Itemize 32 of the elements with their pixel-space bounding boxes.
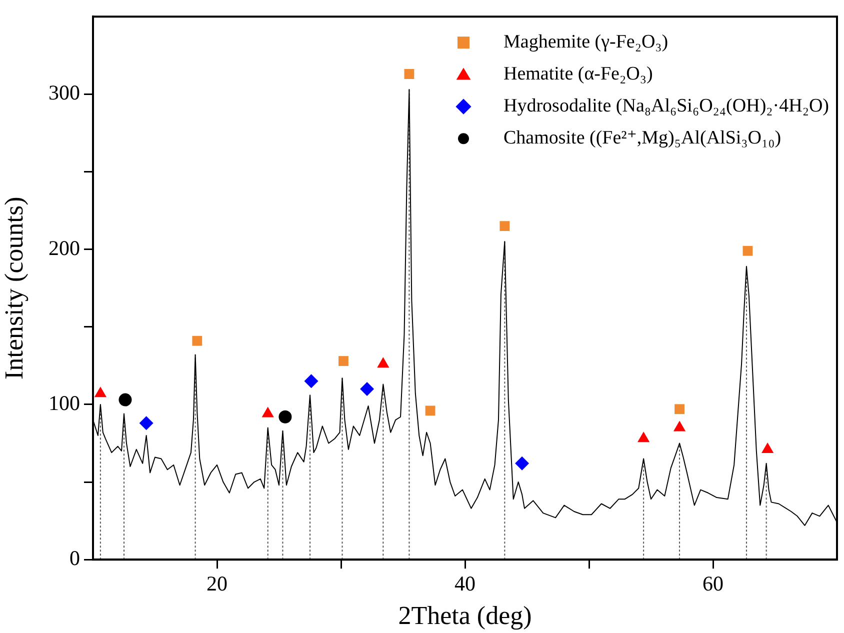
point <box>139 416 154 430</box>
point <box>762 442 774 453</box>
x-tick-label: 20 <box>206 572 228 596</box>
point <box>118 393 132 406</box>
point <box>638 432 650 442</box>
point <box>278 410 292 424</box>
legend-label: Maghemite (γ-Fe₂O₃) <box>503 32 668 53</box>
y-tick-label: 100 <box>48 390 80 415</box>
x-tick-label: 60 <box>702 572 724 596</box>
legend-label: Hematite (α-Fe₂O₃) <box>503 64 653 85</box>
legend-label: Chamosite ((Fe²⁺,Mg)₅Al(AlSi₃O₁₀) <box>503 128 782 149</box>
point <box>94 386 106 398</box>
point <box>673 420 686 432</box>
point <box>425 406 436 416</box>
y-axis-title: Intensity (counts) <box>0 196 28 380</box>
x-tick-label: 40 <box>454 572 476 596</box>
point <box>338 356 348 366</box>
point <box>377 357 390 368</box>
point <box>262 406 274 418</box>
point <box>515 456 530 470</box>
point <box>360 382 374 396</box>
point <box>404 69 414 79</box>
point <box>304 374 318 388</box>
point <box>192 336 202 346</box>
point <box>500 221 510 231</box>
y-tick-label: 300 <box>48 80 80 105</box>
x-axis-title: 2Theta (deg) <box>398 601 532 630</box>
legend-label: Hydrosodalite (Na₈Al₆Si₆O₂₄(OH)₂·4H₂O) <box>503 96 830 117</box>
point <box>674 404 684 414</box>
y-tick-label: 0 <box>70 546 80 570</box>
point <box>742 246 753 256</box>
y-tick-label: 200 <box>48 236 80 260</box>
